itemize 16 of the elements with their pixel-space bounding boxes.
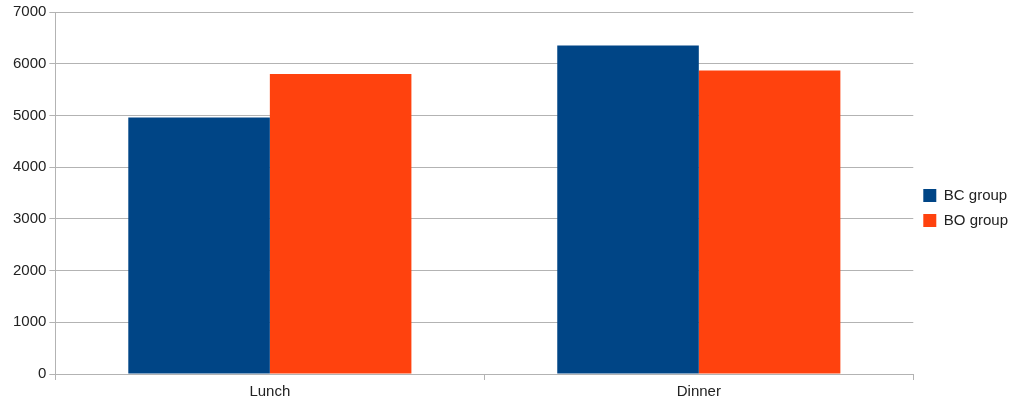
- legend-label: BC group: [943, 185, 1008, 203]
- bar: [698, 70, 841, 374]
- y-tick-label: 5000: [12, 105, 47, 123]
- bar: [269, 74, 412, 374]
- legend-label: BO group: [943, 210, 1009, 228]
- x-tick-label: Dinner: [676, 382, 721, 400]
- y-tick-label: 1000: [12, 312, 47, 330]
- bar: [557, 45, 699, 374]
- y-tick-label: 2000: [12, 260, 47, 278]
- bar: [128, 117, 270, 374]
- y-tick-label: 4000: [12, 157, 47, 175]
- y-tick-label: 0: [38, 364, 47, 382]
- y-tick-label: 6000: [12, 53, 47, 71]
- y-tick-label: 7000: [12, 2, 47, 20]
- y-tick-label: 3000: [12, 209, 47, 226]
- x-tick-label: Lunch: [249, 382, 291, 400]
